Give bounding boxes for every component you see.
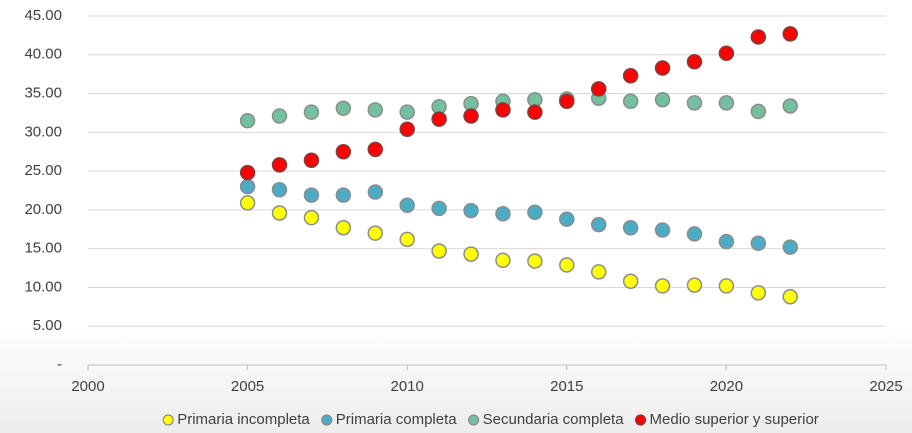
point	[495, 206, 511, 222]
point	[271, 108, 288, 124]
point	[590, 264, 607, 280]
point	[399, 197, 415, 213]
point	[431, 200, 447, 217]
point	[654, 278, 671, 294]
legend-marker	[468, 414, 480, 426]
legend-label: Primaria incompleta	[177, 411, 310, 428]
point	[622, 273, 639, 289]
point	[367, 141, 384, 158]
point	[367, 184, 384, 200]
point	[590, 216, 607, 233]
legend-item: Medio superior y superior	[634, 411, 819, 428]
point	[431, 111, 447, 127]
legend-marker	[634, 414, 647, 426]
point	[239, 178, 256, 195]
point	[559, 211, 575, 227]
legend-label: Secundaria completa	[483, 411, 625, 428]
point	[782, 289, 798, 305]
point	[335, 100, 352, 117]
legend-item: Primaria incompleta	[162, 411, 310, 428]
point	[654, 92, 671, 108]
y-tick-label: 20.00	[24, 201, 62, 218]
point	[399, 104, 415, 120]
point	[335, 219, 352, 236]
legend-marker	[162, 414, 174, 426]
point	[239, 164, 256, 181]
point	[527, 204, 543, 220]
y-tick-label: 10.00	[24, 278, 62, 295]
point	[303, 187, 320, 203]
point	[654, 222, 671, 238]
point	[750, 235, 767, 251]
x-tick-label: 2015	[550, 378, 583, 395]
x-tick-label: 2020	[710, 378, 743, 395]
point	[686, 277, 703, 293]
point	[463, 202, 479, 219]
point	[686, 54, 703, 70]
y-tick-label: 5.00	[33, 317, 62, 334]
point	[495, 252, 511, 269]
point	[718, 278, 735, 294]
point	[271, 181, 288, 198]
point	[367, 225, 384, 241]
point	[303, 152, 320, 169]
legend-item: Primaria completa	[321, 411, 458, 428]
legend-marker	[321, 414, 333, 426]
legend-label: Medio superior y superior	[650, 411, 819, 428]
x-tick-label: 2025	[869, 378, 902, 395]
legend-item: Secundaria completa	[468, 411, 625, 428]
point	[782, 239, 798, 255]
y-tick-label: 25.00	[24, 162, 62, 179]
point	[367, 102, 384, 118]
point	[782, 26, 798, 42]
y-tick-label: 35.00	[24, 85, 62, 102]
legend-label: Primaria completa	[336, 411, 458, 428]
point	[718, 45, 735, 61]
point	[399, 121, 415, 137]
point	[239, 112, 256, 129]
point	[718, 233, 735, 250]
y-tick-label: 45.00	[24, 7, 62, 24]
point	[622, 219, 639, 236]
point	[782, 98, 798, 114]
point	[303, 104, 320, 120]
point	[590, 81, 607, 97]
point	[750, 285, 767, 301]
point	[239, 195, 256, 211]
point	[686, 226, 703, 242]
point	[686, 95, 703, 111]
x-tick-label: 2010	[391, 378, 424, 395]
point	[335, 187, 352, 203]
x-tick-label: 2000	[71, 378, 104, 395]
point	[271, 157, 288, 173]
y-tick-label: 40.00	[24, 46, 62, 63]
point	[431, 243, 447, 259]
point	[559, 93, 575, 110]
y-tick-label: 15.00	[24, 240, 62, 257]
y-tick-label: 30.00	[24, 123, 62, 140]
y-tick-label: -	[57, 356, 62, 373]
point	[495, 102, 511, 118]
point	[463, 246, 479, 262]
x-tick-label: 2005	[231, 378, 264, 395]
point	[463, 108, 479, 124]
point	[718, 95, 735, 111]
point	[303, 209, 320, 226]
point	[527, 104, 543, 120]
point	[622, 67, 639, 84]
point	[750, 29, 767, 45]
point	[527, 253, 543, 269]
point	[399, 231, 415, 248]
point	[271, 205, 288, 221]
point	[654, 60, 671, 76]
point	[335, 143, 352, 160]
point	[750, 103, 767, 120]
point	[622, 93, 639, 110]
point	[559, 257, 575, 273]
